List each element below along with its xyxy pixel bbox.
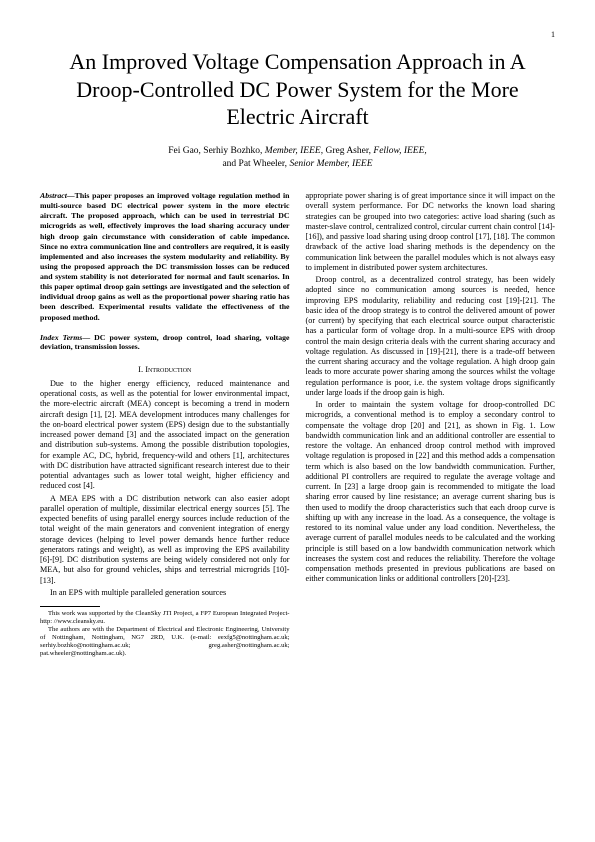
author-membership-2: Fellow, IEEE, [373,146,426,156]
body-paragraph: In order to maintain the system voltage … [306,400,556,585]
author-names-1: Fei Gao, Serhiy Bozhko, [168,146,265,156]
index-terms-block: Index Terms— DC power system, droop cont… [40,333,290,352]
footnote-text: The authors are with the Department of E… [40,626,290,658]
index-terms-label: Index Terms— [40,333,90,342]
section-heading-introduction: I. Introduction [40,364,290,375]
body-paragraph: In an EPS with multiple paralleled gener… [40,588,290,598]
author-membership-1: Member, IEEE, [265,146,323,156]
page-number: 1 [551,30,555,39]
section-title: Introduction [145,364,191,374]
section-number: I. [138,364,143,374]
abstract-block: Abstract—This paper proposes an improved… [40,191,290,323]
footnote-text: This work was supported by the CleanSky … [40,610,290,626]
authors-block: Fei Gao, Serhiy Bozhko, Member, IEEE, Gr… [40,145,555,172]
body-paragraph: Due to the higher energy efficiency, red… [40,379,290,492]
author-names-2: Greg Asher, [323,146,373,156]
left-column: Abstract—This paper proposes an improved… [40,191,290,657]
body-paragraph: A MEA EPS with a DC distribution network… [40,494,290,586]
author-names-3: and Pat Wheeler, [222,159,289,169]
two-column-body: Abstract—This paper proposes an improved… [40,191,555,657]
body-paragraph: appropriate power sharing is of great im… [306,191,556,273]
footnote-separator [40,606,100,607]
right-column: appropriate power sharing is of great im… [306,191,556,657]
author-membership-3: Senior Member, IEEE [289,159,372,169]
abstract-text: This paper proposes an improved voltage … [40,191,290,322]
paper-title: An Improved Voltage Compensation Approac… [40,48,555,131]
body-paragraph: Droop control, as a decentralized contro… [306,275,556,398]
abstract-label: Abstract— [40,191,75,200]
